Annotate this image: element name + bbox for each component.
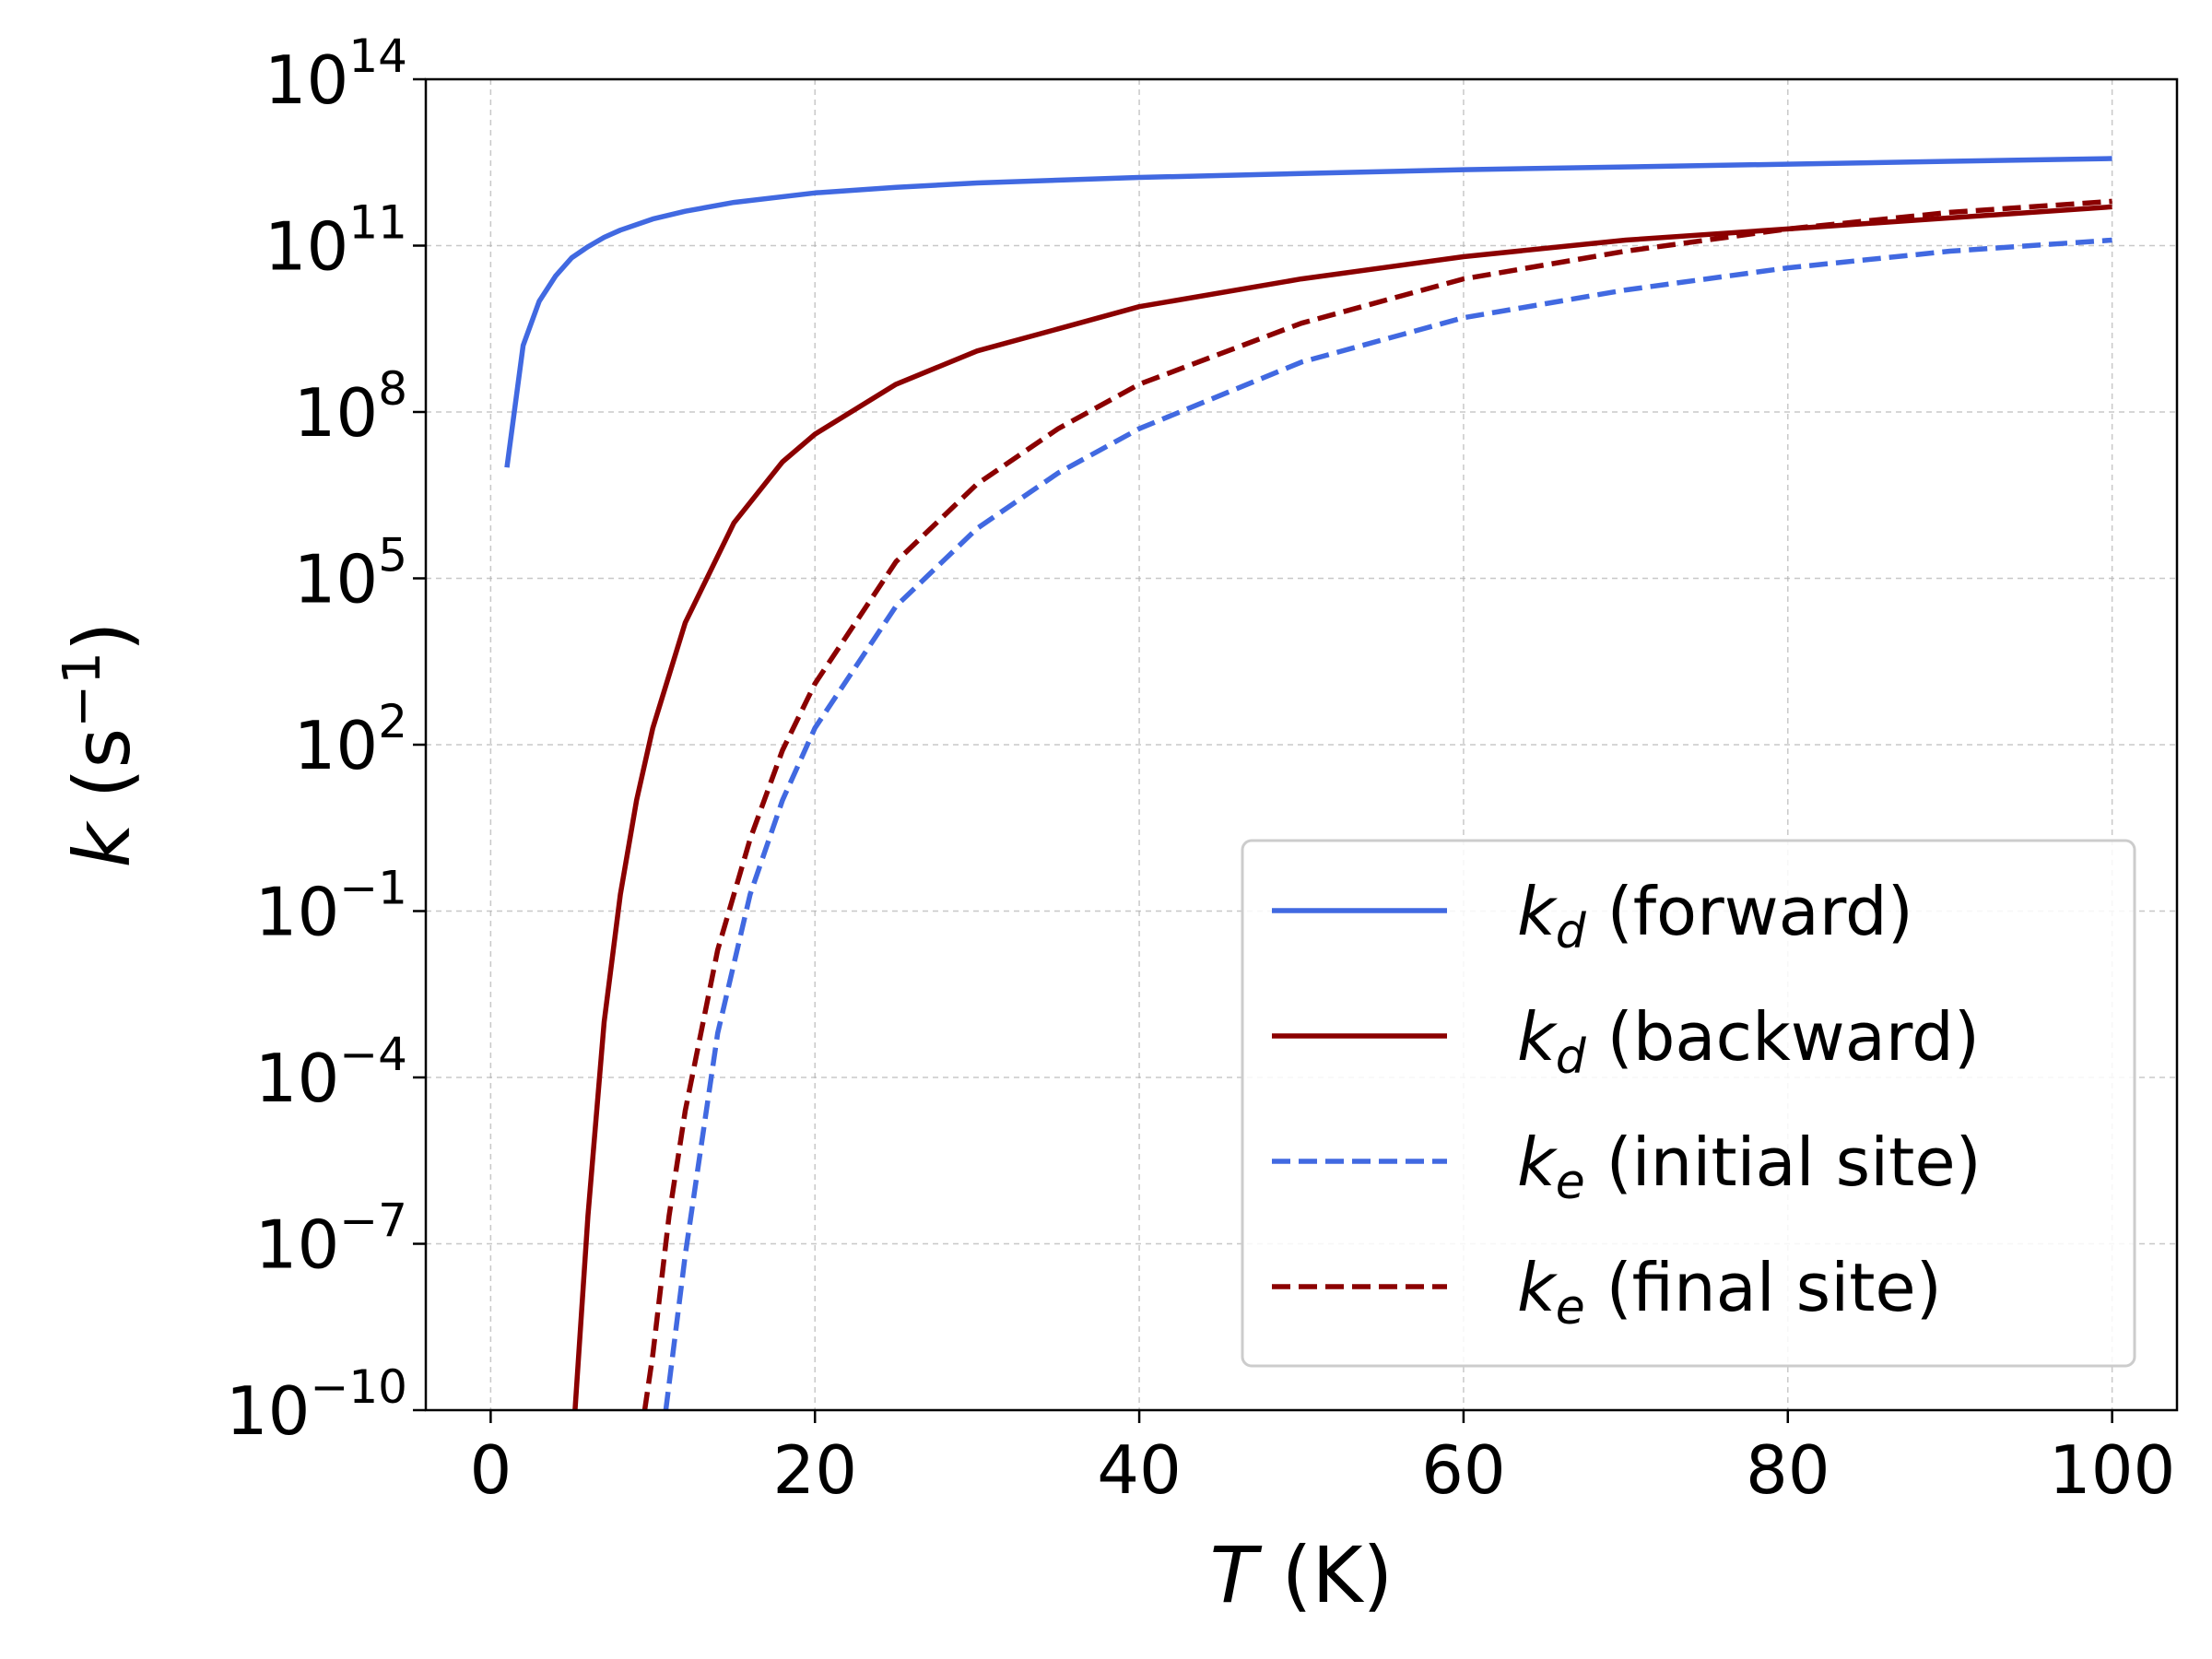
x-tick-label: 80: [1746, 1431, 1830, 1509]
y-tick-exponent: 8: [378, 362, 407, 416]
y-tick-exponent: −1: [339, 862, 407, 915]
y-tick-label: 1011: [265, 196, 407, 286]
y-tick-label: 10−7: [255, 1194, 407, 1284]
legend-symbol: k: [1517, 1249, 1559, 1326]
y-tick-base: 10: [294, 707, 379, 784]
legend-box: [1241, 839, 2136, 1368]
y-tick-label: 10−1: [255, 862, 407, 951]
y-tick-base: 10: [294, 374, 379, 452]
legend-symbol: k: [1517, 873, 1559, 950]
y-tick-base: 10: [255, 1206, 340, 1284]
x-tick-label: 60: [1421, 1431, 1506, 1509]
y-tick-base: 10: [265, 208, 349, 286]
legend-label-1: kd (backward): [1517, 998, 1980, 1085]
y-tick-base: 10: [226, 1372, 311, 1450]
y-tick-base: 10: [265, 41, 349, 119]
y-tick-exponent: −4: [339, 1028, 407, 1081]
y-tick-exponent: 14: [348, 29, 407, 83]
x-tick-label: 20: [772, 1431, 857, 1509]
y-tick-base: 10: [255, 1040, 340, 1117]
y-tick-base: 10: [294, 541, 379, 618]
x-tick-label: 0: [469, 1431, 512, 1509]
y-tick-label: 105: [294, 529, 407, 618]
series-line-2: [663, 237, 2112, 1410]
y-tick-label: 10−10: [226, 1360, 407, 1450]
series-line-3: [641, 198, 2112, 1410]
legend-subscript: d: [1556, 904, 1587, 959]
legend: kd (forward)kd (backward)ke (initial sit…: [1241, 839, 2136, 1368]
legend-label-2: ke (initial site): [1517, 1124, 1982, 1210]
y-tick-exponent: 11: [348, 196, 407, 250]
series-line-0: [504, 156, 2112, 468]
x-tick-label: 40: [1097, 1431, 1182, 1509]
series-line-1: [572, 204, 2112, 1410]
legend-subscript: e: [1556, 1155, 1585, 1210]
x-axis-label: T (K): [1210, 1530, 1394, 1620]
y-tick-label: 10−4: [255, 1028, 407, 1117]
legend-subscript: e: [1556, 1280, 1585, 1335]
y-tick-label: 108: [294, 362, 407, 452]
legend-subscript: d: [1556, 1030, 1587, 1085]
y-tick-label: 1014: [265, 29, 407, 119]
legend-rest: (forward): [1586, 873, 1913, 950]
y-tick-exponent: −10: [310, 1360, 407, 1414]
legend-symbol: k: [1517, 1124, 1559, 1201]
series-layer: [504, 156, 2112, 1410]
legend-label-0: kd (forward): [1517, 873, 1913, 959]
y-tick-base: 10: [255, 874, 340, 951]
axis-ticks: 0 20 40 60 80 10010−1010−710−410−110210510810…: [226, 29, 2176, 1509]
y-tick-exponent: 2: [378, 695, 407, 748]
y-tick-exponent: 5: [378, 529, 407, 582]
y-tick-label: 102: [294, 695, 407, 784]
legend-symbol: k: [1517, 998, 1559, 1076]
legend-rest: (initial site): [1585, 1124, 1982, 1201]
x-tick-label: 100: [2049, 1431, 2175, 1509]
y-axis-label: k (s−1): [53, 621, 147, 867]
legend-rest: (final site): [1585, 1249, 1942, 1326]
y-tick-exponent: −7: [339, 1194, 407, 1248]
legend-rest: (backward): [1586, 998, 1980, 1076]
legend-label-3: ke (final site): [1517, 1249, 1942, 1335]
